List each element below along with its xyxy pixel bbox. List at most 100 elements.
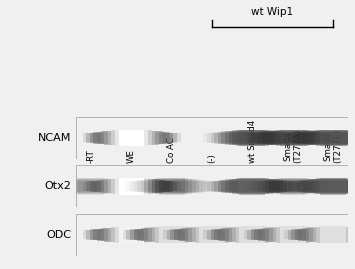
Bar — [309, 228, 355, 242]
Bar — [302, 228, 355, 241]
Bar — [133, 229, 210, 240]
Bar — [93, 180, 170, 192]
Bar — [244, 230, 342, 239]
Bar — [273, 130, 313, 146]
Bar — [218, 229, 287, 241]
Bar — [100, 228, 163, 241]
Bar — [232, 130, 273, 146]
Bar — [189, 228, 236, 242]
Bar — [280, 130, 306, 146]
Bar — [258, 180, 327, 192]
Bar — [251, 229, 334, 240]
Bar — [269, 131, 316, 145]
Bar — [152, 227, 192, 242]
Bar — [104, 131, 159, 145]
Bar — [185, 228, 240, 242]
Bar — [313, 130, 353, 146]
Bar — [148, 179, 196, 193]
Bar — [104, 228, 159, 242]
Bar — [159, 178, 185, 195]
Bar — [199, 226, 225, 243]
Bar — [148, 228, 196, 242]
Bar — [265, 228, 320, 242]
Bar — [111, 179, 152, 194]
Bar — [152, 179, 192, 194]
Bar — [42, 182, 140, 191]
Bar — [313, 179, 353, 194]
Bar — [90, 229, 173, 240]
Bar — [225, 131, 280, 145]
Bar — [306, 179, 355, 193]
Text: WE: WE — [127, 149, 136, 163]
Bar — [97, 229, 166, 241]
Bar — [97, 132, 166, 144]
Bar — [258, 132, 327, 144]
Bar — [123, 230, 221, 239]
Bar — [247, 230, 338, 240]
Bar — [320, 178, 346, 195]
Bar — [288, 133, 355, 143]
Bar — [284, 182, 355, 191]
Bar — [255, 180, 331, 192]
Bar — [291, 133, 355, 143]
Text: Smad4
(T277E): Smad4 (T277E) — [323, 129, 343, 163]
Bar — [141, 228, 203, 241]
Bar — [86, 181, 177, 191]
Bar — [100, 180, 163, 193]
Bar — [309, 131, 355, 145]
Bar — [126, 230, 217, 240]
Bar — [93, 132, 170, 144]
Bar — [214, 132, 291, 144]
Bar — [155, 178, 189, 194]
Text: wt Wip1: wt Wip1 — [251, 6, 294, 17]
Bar — [170, 229, 254, 240]
Bar — [211, 229, 294, 240]
Bar — [218, 132, 287, 144]
Bar — [247, 181, 338, 191]
Bar — [240, 130, 265, 146]
Bar — [222, 228, 283, 241]
Bar — [265, 179, 320, 193]
Bar — [159, 226, 185, 243]
Bar — [273, 179, 313, 194]
Bar — [229, 179, 276, 193]
Bar — [46, 181, 137, 191]
Bar — [291, 181, 355, 192]
Bar — [133, 180, 210, 192]
Bar — [280, 226, 306, 243]
Bar — [316, 227, 349, 243]
Bar — [108, 228, 155, 242]
Bar — [119, 226, 144, 243]
Bar — [262, 132, 324, 144]
Bar — [255, 229, 331, 240]
Bar — [244, 182, 342, 191]
Text: wt Smad4: wt Smad4 — [248, 119, 257, 163]
Bar — [155, 227, 189, 243]
Bar — [214, 180, 291, 192]
Bar — [207, 133, 298, 143]
Bar — [288, 230, 355, 240]
Bar — [316, 178, 349, 194]
Text: NCAM: NCAM — [38, 133, 71, 143]
Text: Smad4
(T277A): Smad4 (T277A) — [283, 129, 302, 163]
Bar — [174, 229, 250, 240]
Bar — [299, 132, 355, 144]
Bar — [225, 228, 280, 242]
Bar — [123, 182, 221, 191]
Bar — [299, 180, 355, 192]
Bar — [288, 181, 355, 191]
Bar — [203, 133, 301, 142]
Bar — [222, 132, 283, 144]
Bar — [313, 227, 353, 242]
Bar — [273, 227, 313, 242]
Bar — [78, 178, 104, 195]
Bar — [119, 178, 144, 195]
Bar — [53, 180, 130, 192]
Bar — [196, 227, 229, 243]
Bar — [284, 133, 355, 142]
Bar — [236, 178, 269, 194]
Bar — [49, 181, 133, 192]
Bar — [82, 133, 181, 142]
Bar — [207, 230, 298, 240]
Text: (-): (-) — [208, 153, 217, 163]
